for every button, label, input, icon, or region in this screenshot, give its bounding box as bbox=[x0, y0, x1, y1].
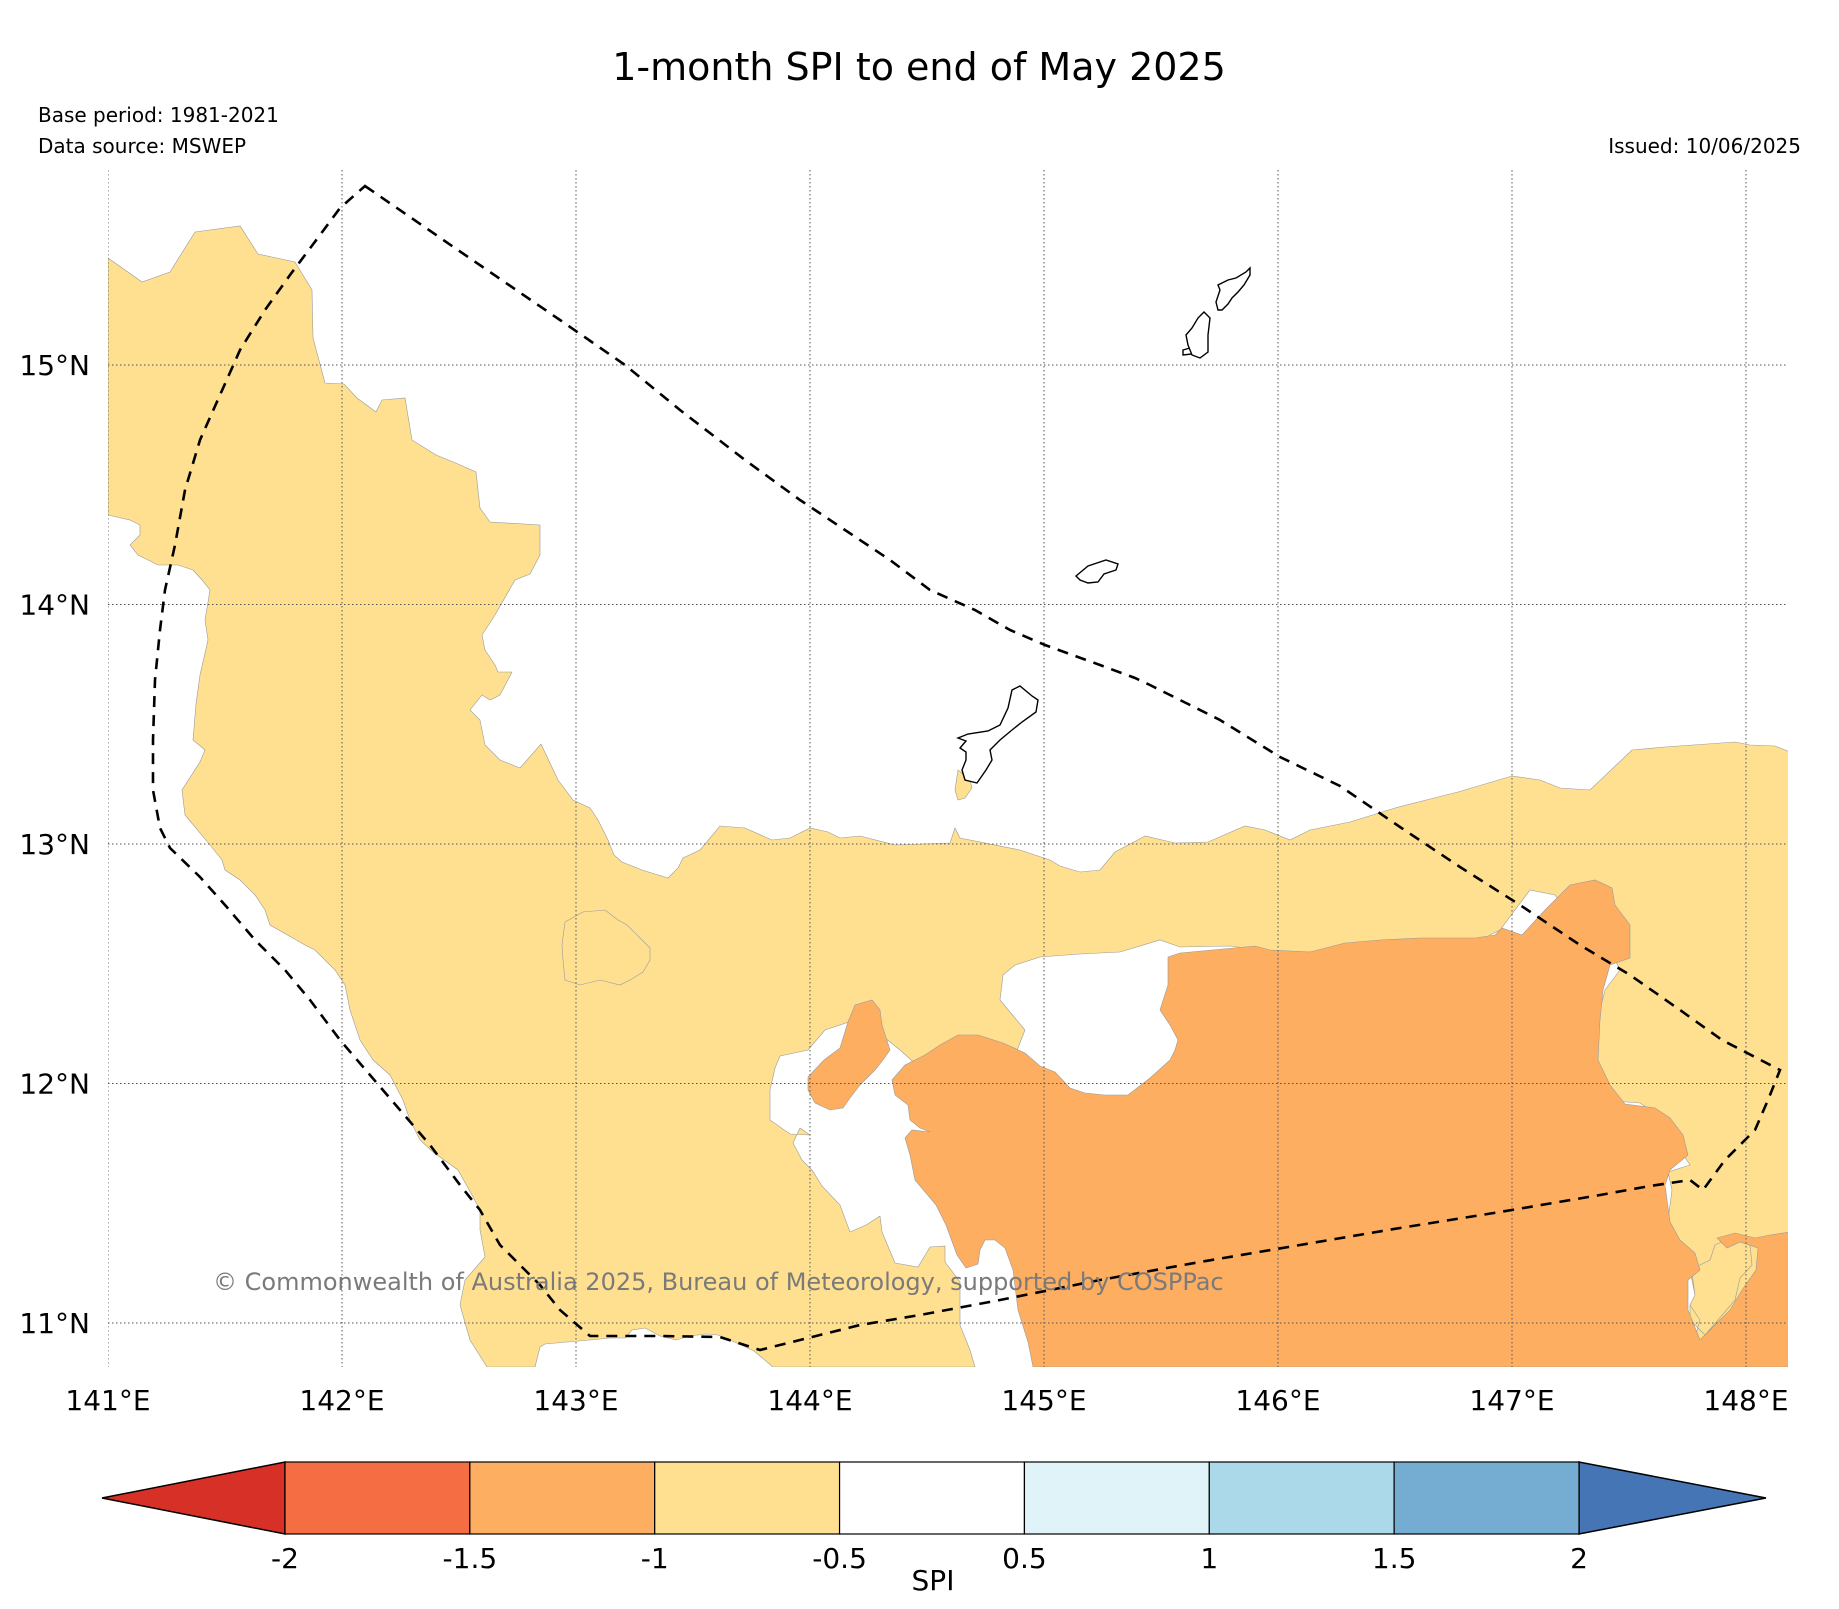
colorbar-tick-label: -2 bbox=[271, 1542, 299, 1575]
lat-tick-label: 15°N bbox=[19, 349, 90, 382]
lon-tick-label: 146°E bbox=[1235, 1384, 1320, 1417]
colorbar-under-arrow bbox=[101, 1461, 286, 1535]
spi-region-severely-dry bbox=[807, 879, 1788, 1367]
colorbar-label: SPI bbox=[912, 1564, 955, 1597]
colorbar-bin bbox=[284, 1461, 471, 1535]
colorbar-tick-label: -1.5 bbox=[443, 1542, 498, 1575]
lat-tick-label: 11°N bbox=[19, 1307, 90, 1340]
colorbar-tick-label: -0.5 bbox=[812, 1542, 867, 1575]
data-source-label: Data source: MSWEP bbox=[38, 134, 246, 158]
latitude-tick-labels: 15°N 14°N 13°N 12°N 11°N bbox=[19, 349, 90, 1340]
colorbar-tick-label: 1.5 bbox=[1372, 1542, 1417, 1575]
lon-tick-label: 144°E bbox=[767, 1384, 852, 1417]
lon-tick-label: 148°E bbox=[1703, 1384, 1788, 1417]
colorbar-bin bbox=[1393, 1461, 1580, 1535]
map-gridlines bbox=[108, 170, 1788, 1367]
colorbar-bin bbox=[838, 1461, 1026, 1535]
colorbar-tick-label: 2 bbox=[1570, 1542, 1588, 1575]
colorbar-tick-label: 0.5 bbox=[1002, 1542, 1047, 1575]
island-saipan bbox=[1185, 311, 1211, 359]
copyright-notice: © Commonwealth of Australia 2025, Bureau… bbox=[213, 1268, 1224, 1296]
issued-date-label: Issued: 10/06/2025 bbox=[1608, 134, 1801, 158]
base-period-label: Base period: 1981-2021 bbox=[38, 103, 279, 127]
island-rota bbox=[1074, 559, 1119, 584]
island-guam bbox=[956, 685, 1039, 784]
lon-tick-label: 142°E bbox=[299, 1384, 384, 1417]
island-outlines bbox=[956, 266, 1251, 784]
map-title: 1-month SPI to end of May 2025 bbox=[612, 45, 1226, 89]
colorbar-bin bbox=[1023, 1461, 1210, 1535]
lat-tick-label: 14°N bbox=[19, 589, 90, 622]
colorbar-over-arrow bbox=[1578, 1461, 1767, 1535]
lat-tick-label: 13°N bbox=[19, 828, 90, 861]
lon-tick-label: 145°E bbox=[1001, 1384, 1086, 1417]
colorbar: -2 -1.5 -1 -0.5 0.5 1 1.5 2 bbox=[101, 1461, 1767, 1575]
colorbar-tick-label: 1 bbox=[1200, 1542, 1218, 1575]
lon-tick-label: 143°E bbox=[533, 1384, 618, 1417]
lon-tick-label: 147°E bbox=[1469, 1384, 1554, 1417]
colorbar-bin bbox=[654, 1461, 841, 1535]
colorbar-bin bbox=[1208, 1461, 1395, 1535]
longitude-tick-labels: 141°E 142°E 143°E 144°E 145°E 146°E 147°E 148°E bbox=[65, 1384, 1788, 1417]
colorbar-tick-label: -1 bbox=[641, 1542, 669, 1575]
lat-tick-label: 12°N bbox=[19, 1068, 90, 1101]
map-area bbox=[108, 170, 1788, 1367]
colorbar-bin bbox=[469, 1461, 656, 1535]
lon-tick-label: 141°E bbox=[65, 1384, 150, 1417]
island-north bbox=[1215, 266, 1251, 311]
